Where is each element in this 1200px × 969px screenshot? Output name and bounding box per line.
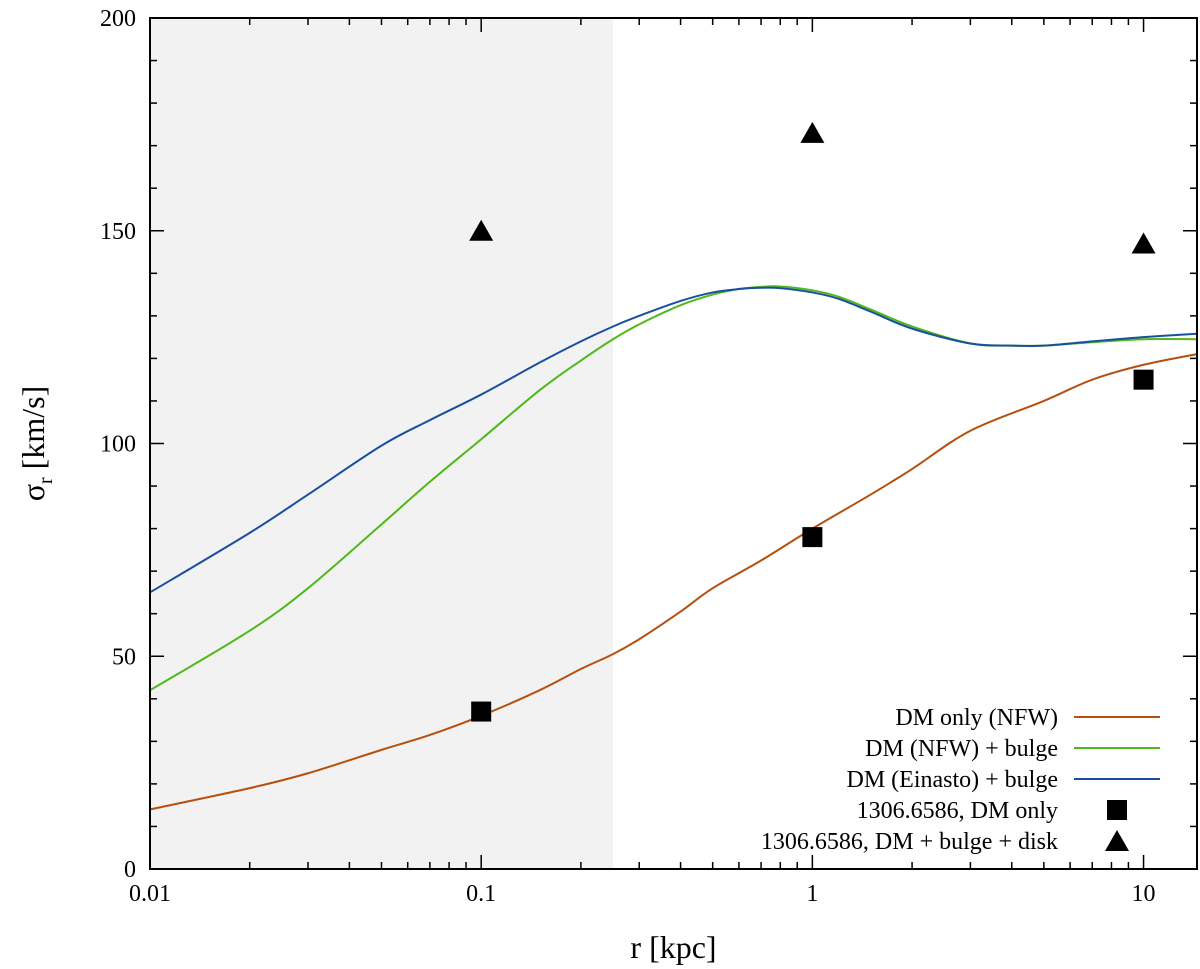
x-tick-label: 1 [806,881,818,907]
legend: DM only (NFW) DM (NFW) + bulge DM (Einasto… [761,705,1160,855]
series-lines [149,285,1198,811]
data-point-square [471,701,492,722]
y-axis-title: σr [km/s] [15,386,57,501]
legend-item: 1306.6586, DM only [857,798,1127,824]
plot-frame [149,17,1198,870]
x-axis-title: r [kpc] [630,929,716,965]
series-markers [469,121,1156,722]
x-tick-label: 0.01 [129,881,171,907]
x-tick-label: 0.1 [466,881,496,907]
legend-item: DM (NFW) + bulge [865,736,1160,762]
series-line-dm-einasto-bulge [149,286,1198,594]
legend-label: 1306.6586, DM + bulge + disk [761,829,1058,855]
legend-item: DM (Einasto) + bulge [847,767,1160,793]
y-tick-label: 200 [100,6,136,32]
legend-label: DM only (NFW) [895,705,1058,731]
legend-marker-triangle [1105,830,1129,851]
y-axis-title-sub: r [35,477,57,484]
y-axis-title-main: σ [15,484,51,501]
data-point-triangle [800,121,825,143]
legend-marker-square [1107,800,1127,820]
data-point-square [1133,369,1154,390]
svg-text:σr [km/s]: σr [km/s] [15,386,57,501]
legend-label: DM (NFW) + bulge [865,736,1058,762]
data-point-square [802,527,823,548]
legend-label: DM (Einasto) + bulge [847,767,1059,793]
y-axis-title-units: [km/s] [15,386,51,478]
series-line-dm-only-nfw [149,353,1198,811]
y-tick-label: 100 [100,432,136,458]
data-point-triangle [469,219,494,241]
y-tick-label: 50 [112,644,136,670]
y-tick-label: 0 [124,857,136,883]
x-tick-label: 10 [1132,881,1156,907]
legend-item: 1306.6586, DM + bulge + disk [761,829,1129,855]
legend-item: DM only (NFW) [895,705,1160,731]
shaded-region [150,18,613,869]
y-tick-label: 150 [100,219,136,245]
legend-label: 1306.6586, DM only [857,798,1058,824]
data-point-triangle [1131,232,1156,254]
